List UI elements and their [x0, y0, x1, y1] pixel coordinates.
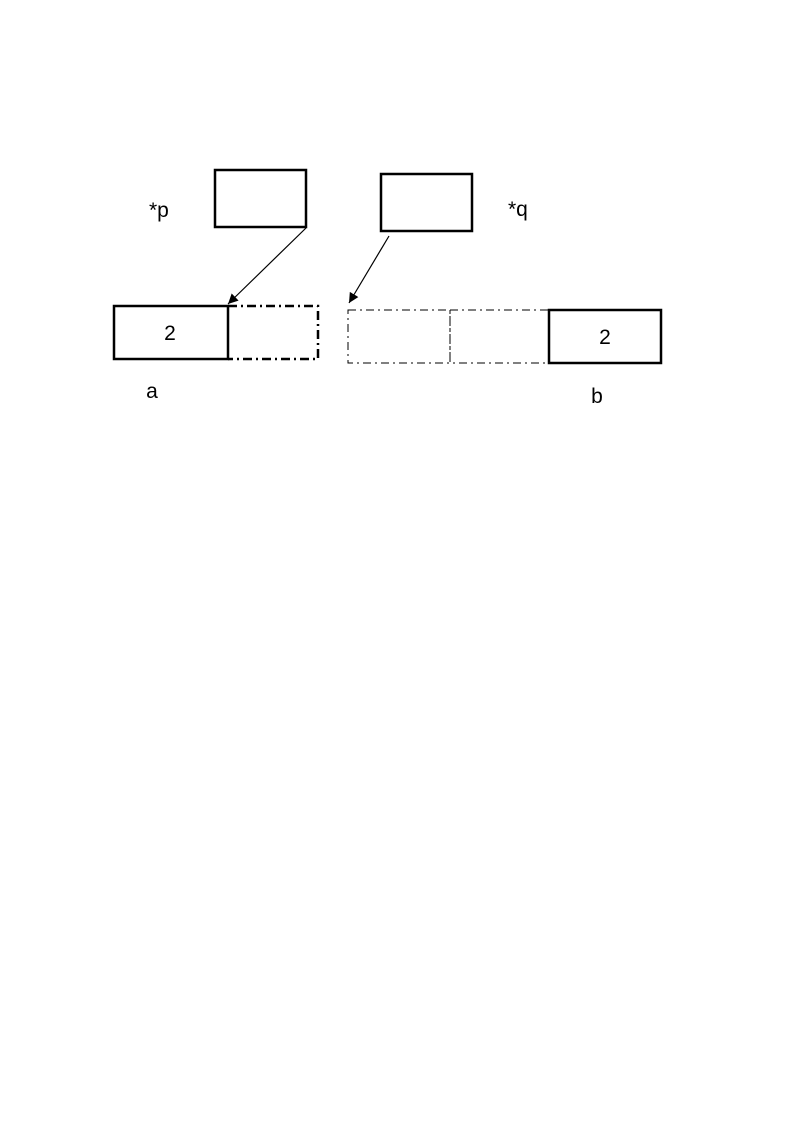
pointer-p-label: *p	[149, 199, 169, 222]
array-a-name: a	[146, 380, 158, 403]
array-b-cell-2	[547, 308, 663, 365]
pointer-q-arrow	[348, 235, 390, 304]
array-a-cell-0	[112, 304, 230, 361]
pointer-q-box	[379, 172, 474, 233]
pointer-p-box	[213, 168, 308, 229]
array-b-cell-2-value: 2	[599, 326, 611, 349]
pointer-p-arrow	[227, 227, 307, 305]
array-a-cell-1	[228, 304, 320, 361]
array-a-cell-0-value: 2	[164, 322, 176, 345]
array-b-name: b	[591, 385, 603, 408]
pointer-q-label: *q	[508, 198, 528, 221]
array-b-cell-1	[449, 309, 550, 364]
array-b-cell-0	[347, 309, 451, 364]
